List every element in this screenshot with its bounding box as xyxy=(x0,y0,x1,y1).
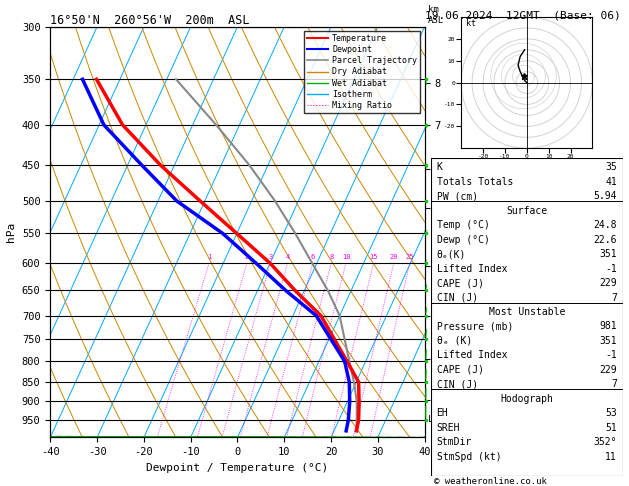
Text: 41: 41 xyxy=(605,177,617,187)
Text: CIN (J): CIN (J) xyxy=(437,380,478,389)
Text: 19.06.2024  12GMT  (Base: 06): 19.06.2024 12GMT (Base: 06) xyxy=(425,11,620,21)
Text: Temp (°C): Temp (°C) xyxy=(437,220,489,230)
Text: 15: 15 xyxy=(369,254,378,260)
Text: Most Unstable: Most Unstable xyxy=(489,307,565,317)
Text: 8: 8 xyxy=(329,254,333,260)
Text: 351: 351 xyxy=(599,249,617,259)
Text: kt: kt xyxy=(465,19,476,28)
Text: 351: 351 xyxy=(599,336,617,346)
Text: 53: 53 xyxy=(605,408,617,418)
Text: θₑ (K): θₑ (K) xyxy=(437,336,472,346)
Text: 2: 2 xyxy=(245,254,249,260)
Text: 11: 11 xyxy=(605,451,617,462)
Text: km
ASL: km ASL xyxy=(428,5,445,25)
Text: Lifted Index: Lifted Index xyxy=(437,263,507,274)
Text: SREH: SREH xyxy=(437,423,460,433)
Text: CAPE (J): CAPE (J) xyxy=(437,278,484,288)
Text: 24.8: 24.8 xyxy=(593,220,617,230)
Text: K: K xyxy=(437,162,442,173)
Text: 229: 229 xyxy=(599,278,617,288)
Text: © weatheronline.co.uk: © weatheronline.co.uk xyxy=(434,477,547,486)
Y-axis label: hPa: hPa xyxy=(6,222,16,242)
Text: 352°: 352° xyxy=(593,437,617,447)
Text: 10: 10 xyxy=(342,254,350,260)
Text: StmDir: StmDir xyxy=(437,437,472,447)
Text: 22.6: 22.6 xyxy=(593,235,617,244)
Text: -1: -1 xyxy=(605,350,617,361)
Text: PW (cm): PW (cm) xyxy=(437,191,478,201)
Text: Totals Totals: Totals Totals xyxy=(437,177,513,187)
Text: CIN (J): CIN (J) xyxy=(437,293,478,302)
Text: 20: 20 xyxy=(389,254,398,260)
Text: Surface: Surface xyxy=(506,206,547,216)
Text: 16°50'N  260°56'W  200m  ASL: 16°50'N 260°56'W 200m ASL xyxy=(50,14,250,27)
Text: Pressure (mb): Pressure (mb) xyxy=(437,321,513,331)
Text: CAPE (J): CAPE (J) xyxy=(437,365,484,375)
Text: 51: 51 xyxy=(605,423,617,433)
Text: 1: 1 xyxy=(207,254,211,260)
Text: 5.94: 5.94 xyxy=(593,191,617,201)
Y-axis label: Mixing Ratio (g/kg): Mixing Ratio (g/kg) xyxy=(476,176,485,288)
Text: 3: 3 xyxy=(268,254,272,260)
Text: 25: 25 xyxy=(406,254,414,260)
Text: LCL: LCL xyxy=(428,416,445,424)
Text: Hodograph: Hodograph xyxy=(500,394,554,404)
Text: Lifted Index: Lifted Index xyxy=(437,350,507,361)
Text: 4: 4 xyxy=(286,254,290,260)
Text: 7: 7 xyxy=(611,380,617,389)
Legend: Temperature, Dewpoint, Parcel Trajectory, Dry Adiabat, Wet Adiabat, Isotherm, Mi: Temperature, Dewpoint, Parcel Trajectory… xyxy=(304,31,420,113)
Text: -1: -1 xyxy=(605,263,617,274)
Text: Dewp (°C): Dewp (°C) xyxy=(437,235,489,244)
Text: 981: 981 xyxy=(599,321,617,331)
Text: 7: 7 xyxy=(611,293,617,302)
Text: StmSpd (kt): StmSpd (kt) xyxy=(437,451,501,462)
Text: 35: 35 xyxy=(605,162,617,173)
Text: 6: 6 xyxy=(311,254,315,260)
Text: θₑ(K): θₑ(K) xyxy=(437,249,466,259)
X-axis label: Dewpoint / Temperature (°C): Dewpoint / Temperature (°C) xyxy=(147,463,328,473)
Text: 229: 229 xyxy=(599,365,617,375)
Text: EH: EH xyxy=(437,408,448,418)
